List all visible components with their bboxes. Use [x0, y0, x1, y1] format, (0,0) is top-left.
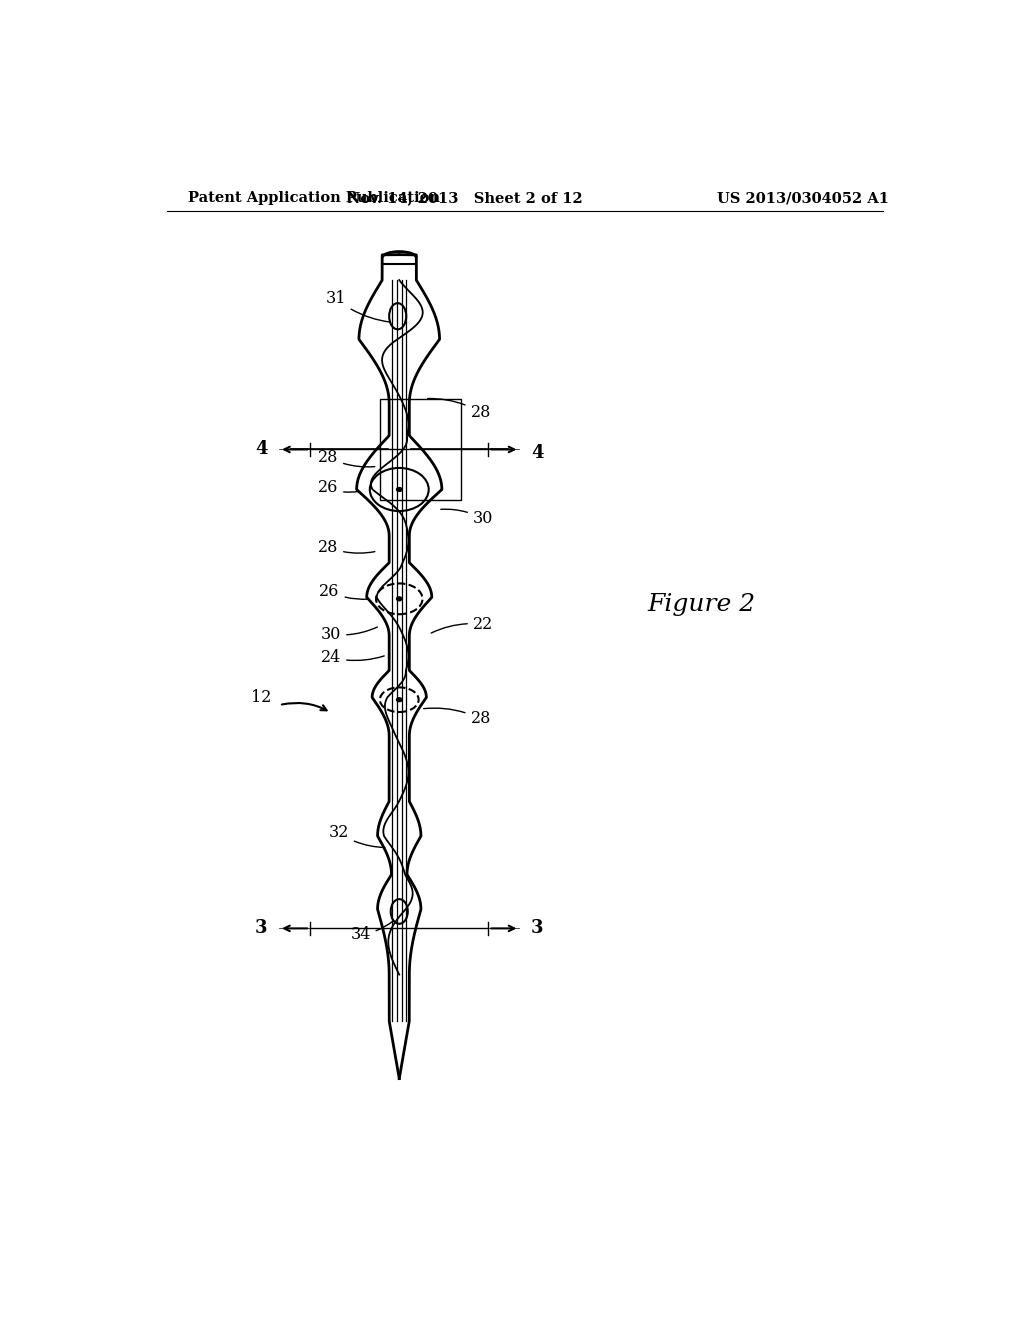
Text: 4: 4 [255, 441, 267, 458]
Text: 28: 28 [428, 399, 490, 421]
Ellipse shape [396, 597, 402, 601]
Text: 26: 26 [317, 479, 357, 496]
Text: 26: 26 [319, 582, 369, 599]
Text: US 2013/0304052 A1: US 2013/0304052 A1 [717, 191, 889, 206]
Bar [380, 400, 461, 499]
Text: 30: 30 [440, 510, 494, 527]
Text: Figure 2: Figure 2 [647, 594, 756, 616]
Text: 3: 3 [255, 920, 267, 937]
Ellipse shape [396, 698, 402, 702]
Text: 24: 24 [321, 649, 384, 665]
Text: Patent Application Publication: Patent Application Publication [188, 191, 440, 206]
Text: 28: 28 [424, 708, 490, 727]
Text: 31: 31 [326, 290, 390, 322]
Text: 28: 28 [317, 449, 375, 467]
Text: 30: 30 [321, 626, 378, 643]
Text: 3: 3 [531, 920, 544, 937]
Text: Nov. 14, 2013   Sheet 2 of 12: Nov. 14, 2013 Sheet 2 of 12 [347, 191, 583, 206]
Text: 32: 32 [329, 825, 385, 847]
Text: 22: 22 [431, 615, 494, 634]
Text: 34: 34 [350, 921, 393, 942]
Text: 28: 28 [317, 539, 375, 556]
Ellipse shape [396, 487, 402, 491]
Text: 4: 4 [531, 445, 544, 462]
Text: 12: 12 [251, 689, 271, 706]
